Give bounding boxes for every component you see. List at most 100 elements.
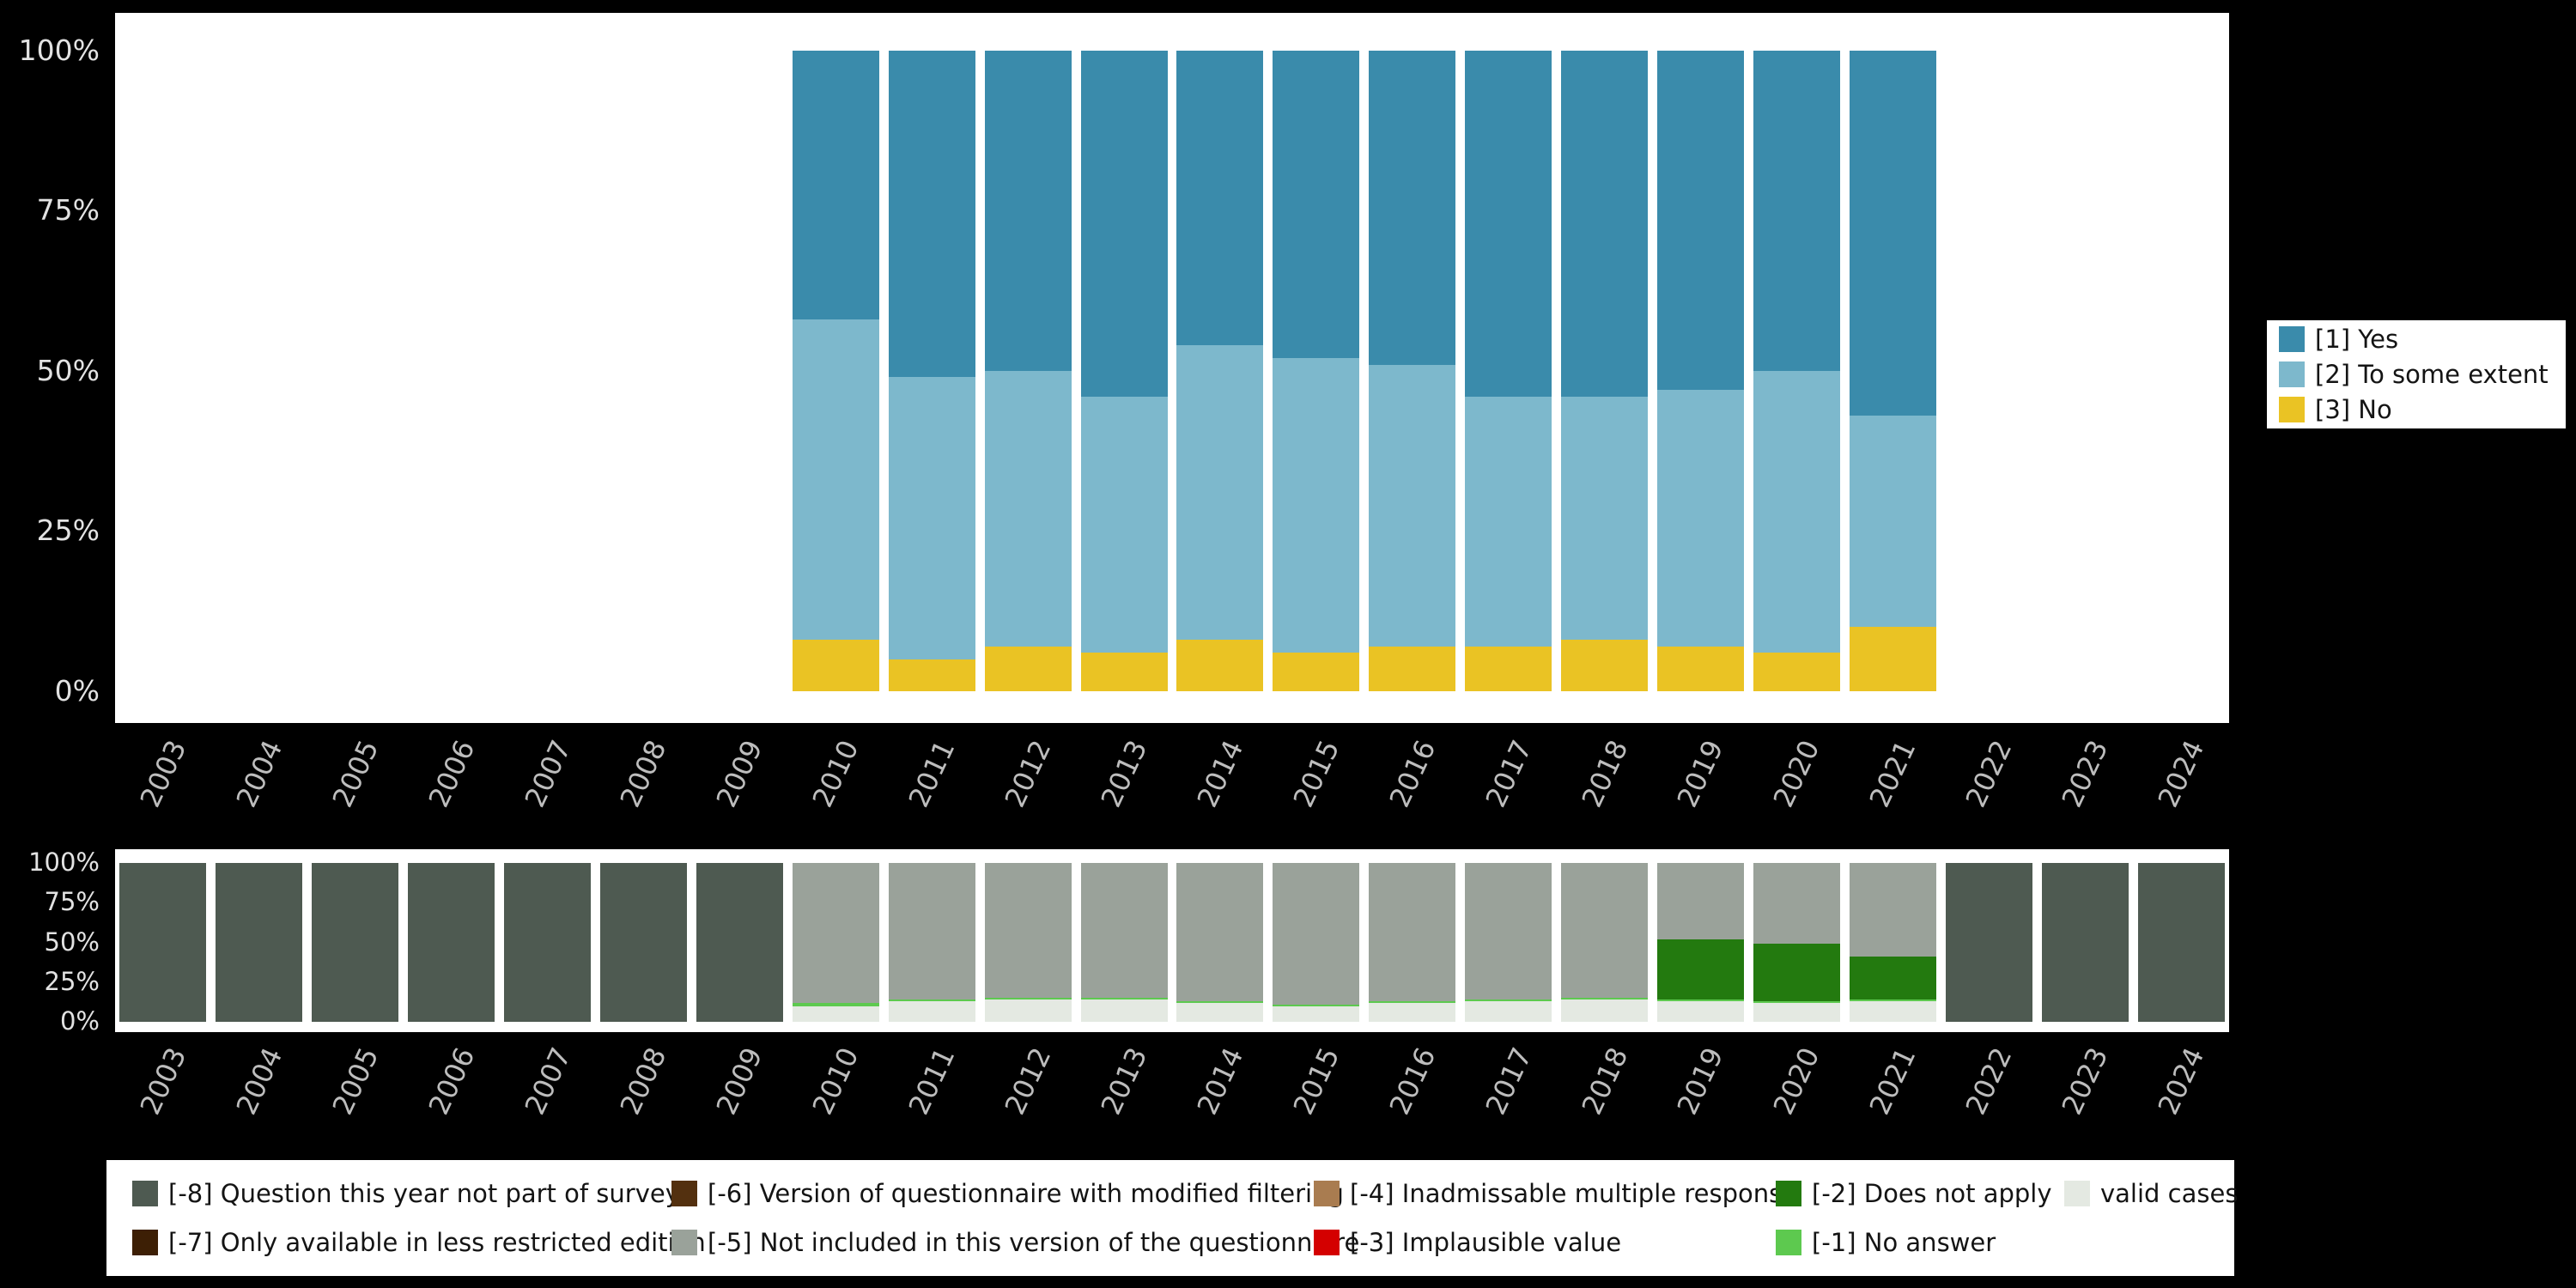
legend-item: [2] To some extent (2279, 360, 2566, 389)
bar-segment (408, 863, 495, 1022)
x-tick-label: 2022 (1959, 1042, 2019, 1120)
bar-segment (1657, 863, 1744, 939)
bar-2007 (504, 863, 592, 1022)
x-tick-slot: 2007 (500, 733, 596, 845)
y-tick-label: 75% (36, 193, 100, 228)
bar-segment (1753, 51, 1840, 372)
x-tick-label: 2012 (998, 1042, 1058, 1120)
x-axis-missing-values: 2003 2004 2005 2006 2007 2008 2009 2010 2011 2012… (115, 1041, 2229, 1152)
bar-segment (1465, 646, 1552, 691)
x-tick-label: 2017 (1479, 735, 1539, 812)
y-tick-label: 100% (28, 848, 100, 878)
bar-segment (1465, 396, 1552, 647)
x-tick-slot: 2020 (1748, 733, 1844, 845)
bar-2021 (1849, 51, 1936, 691)
x-tick-slot: 2022 (1941, 1041, 2037, 1152)
bar-segment (984, 646, 1072, 691)
legend-label: [-5] Not included in this version of the… (708, 1228, 1360, 1258)
x-tick-slot: 2007 (500, 1041, 596, 1152)
x-tick-label: 2018 (1575, 1042, 1634, 1120)
bar-segment (1657, 51, 1744, 391)
bar-segment (1465, 51, 1552, 397)
bar-segment (1176, 51, 1264, 346)
bar-segment (1561, 999, 1649, 1022)
bar-segment (1080, 653, 1168, 691)
bar-2021 (1849, 863, 1936, 1022)
bar-segment (792, 1002, 879, 1006)
legend-item: [-6] Version of questionnaire with modif… (671, 1179, 1344, 1208)
x-tick-slot: 2015 (1268, 1041, 1364, 1152)
x-tick-label: 2011 (902, 1042, 962, 1120)
x-tick-slot: 2003 (115, 733, 211, 845)
x-tick-slot: 2020 (1748, 1041, 1844, 1152)
x-tick-slot: 2017 (1461, 1041, 1557, 1152)
x-tick-slot: 2024 (2133, 733, 2229, 845)
bar-segment (2137, 863, 2225, 1022)
bar-segment (888, 1000, 975, 1022)
bar-segment (888, 999, 975, 1001)
x-tick-label: 2024 (2151, 1042, 2211, 1120)
legend-swatch (132, 1180, 158, 1206)
x-tick-label: 2013 (1094, 1042, 1154, 1120)
legend-label: [-3] Implausible value (1350, 1228, 1622, 1258)
legend-label: [3] No (2315, 395, 2392, 424)
bar-segment (312, 863, 399, 1022)
x-tick-slot: 2012 (980, 733, 1076, 845)
x-tick-slot: 2010 (787, 733, 884, 845)
bar-segment (1369, 863, 1456, 1001)
bar-segment (1080, 51, 1168, 397)
bar-2015 (1273, 51, 1360, 691)
x-tick-label: 2004 (229, 1042, 289, 1120)
bar-segment (1369, 364, 1456, 647)
x-tick-slot: 2015 (1268, 733, 1364, 845)
bar-segment (1080, 863, 1168, 999)
x-tick-label: 2009 (709, 1042, 769, 1120)
x-tick-label: 2019 (1671, 735, 1730, 812)
legend-label: [-8] Question this year not part of surv… (168, 1178, 680, 1208)
x-tick-slot: 2023 (2037, 733, 2133, 845)
bar-segment (1561, 863, 1649, 999)
x-tick-label: 2012 (998, 735, 1058, 812)
y-axis-responses: 0% 25% 50% 75% 100% (0, 13, 100, 723)
legend-swatch (2279, 326, 2305, 352)
x-tick-label: 2021 (1862, 735, 1923, 812)
bar-segment (1753, 1000, 1840, 1003)
bar-segment (1753, 371, 1840, 653)
legend-label: [-4] Inadmissable multiple response (1350, 1178, 1798, 1208)
x-tick-label: 2015 (1286, 1042, 1346, 1120)
x-tick-label: 2016 (1382, 735, 1443, 812)
x-tick-label: 2003 (133, 1042, 193, 1120)
bar-segment (1753, 944, 1840, 1001)
x-tick-label: 2019 (1671, 1042, 1730, 1120)
x-tick-slot: 2014 (1172, 1041, 1268, 1152)
bar-segment (216, 863, 303, 1022)
x-tick-label: 2021 (1862, 1042, 1923, 1120)
legend-swatch (132, 1230, 158, 1256)
x-tick-label: 2009 (709, 735, 769, 812)
legend-responses: [1] Yes [2] To some extent [3] No (2267, 320, 2566, 428)
bar-segment (1849, 1000, 1936, 1022)
bar-segment (1945, 863, 2032, 1022)
bar-2018 (1561, 51, 1649, 691)
bar-segment (119, 863, 207, 1022)
x-tick-label: 2007 (518, 1042, 578, 1120)
x-tick-slot: 2012 (980, 1041, 1076, 1152)
legend-swatch (1314, 1230, 1340, 1256)
y-tick-label: 0% (59, 1006, 100, 1036)
x-tick-label: 2020 (1766, 735, 1826, 812)
x-tick-label: 2008 (614, 1042, 673, 1120)
bar-segment (1176, 1002, 1264, 1022)
bar-segment (1849, 51, 1936, 416)
x-tick-slot: 2008 (596, 1041, 692, 1152)
legend-swatch (2064, 1180, 2090, 1206)
legend-item: [-7] Only available in less restricted e… (132, 1228, 706, 1257)
x-tick-label: 2022 (1959, 735, 2019, 812)
legend-item: [1] Yes (2279, 325, 2566, 354)
y-tick-label: 25% (36, 513, 100, 548)
legend-label: [-6] Version of questionnaire with modif… (708, 1178, 1344, 1208)
y-tick-label: 75% (44, 887, 100, 917)
x-tick-label: 2005 (325, 1042, 386, 1120)
bar-segment (1176, 345, 1264, 641)
bar-segment (1273, 653, 1360, 691)
bar-segment (1273, 51, 1360, 359)
